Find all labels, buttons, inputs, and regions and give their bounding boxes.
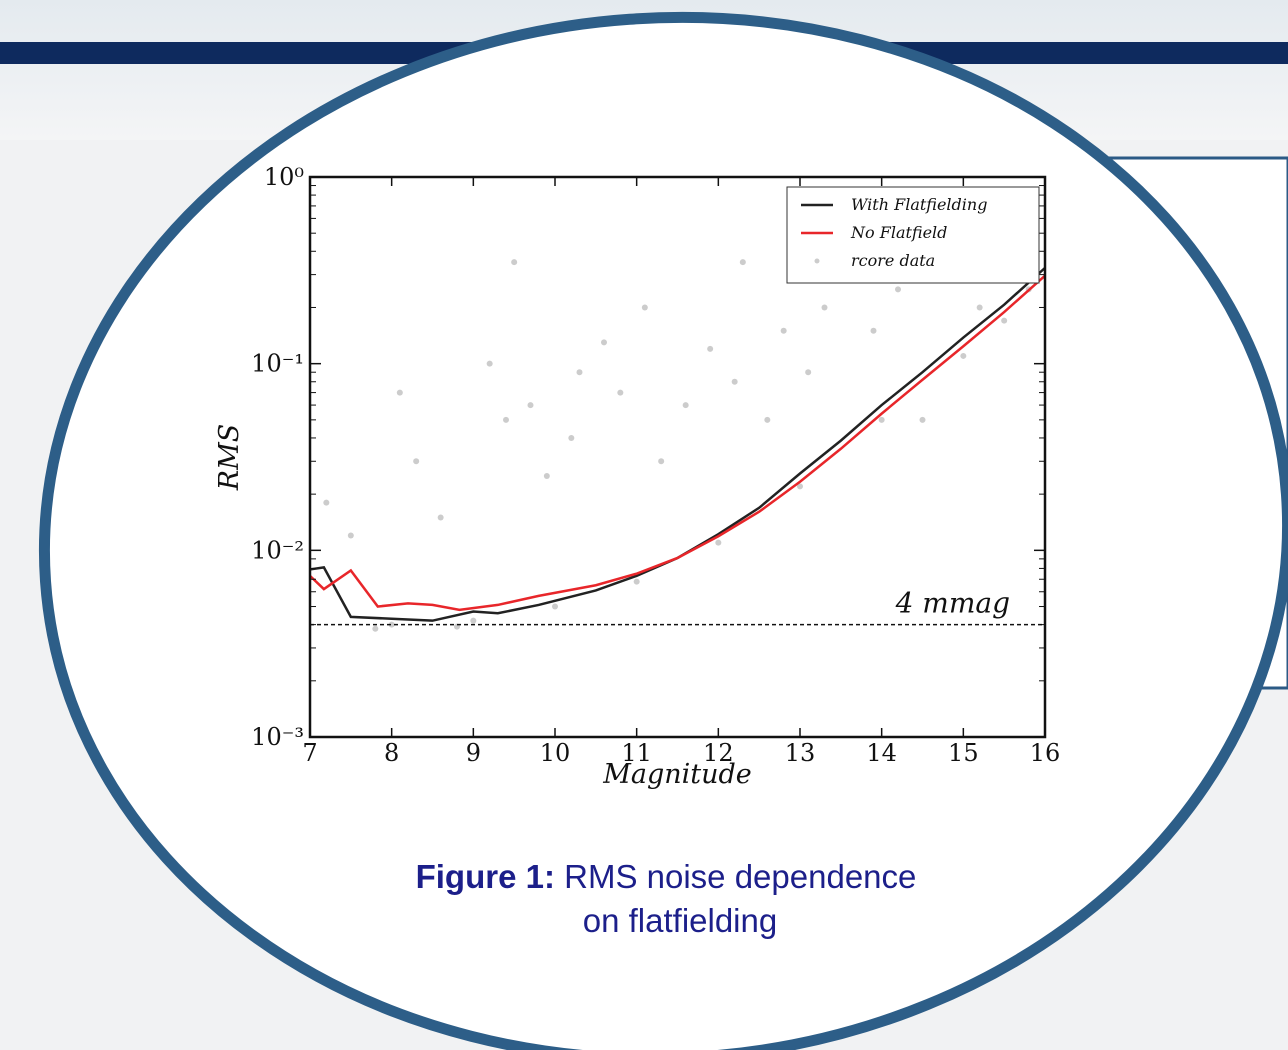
x-tick-label: 9	[466, 739, 481, 767]
scatter-point	[1001, 317, 1008, 324]
x-tick-label: 11	[621, 739, 652, 767]
scatter-point	[503, 416, 509, 423]
scatter-point	[413, 458, 420, 465]
scatter-point	[878, 416, 885, 423]
scatter-point	[511, 259, 518, 266]
scatter-point	[617, 389, 624, 396]
scatter-point	[895, 286, 901, 293]
x-tick-label: 13	[785, 739, 816, 767]
x-tick-label: 7	[302, 739, 317, 767]
x-tick-label: 12	[703, 739, 734, 767]
scatter-point	[682, 402, 689, 409]
x-tick-label: 10	[540, 739, 571, 767]
x-axis-label: Magnitude	[602, 759, 752, 790]
y-tick-label: 10⁻³	[251, 723, 304, 751]
scatter-point	[470, 617, 477, 624]
scatter-point	[323, 499, 330, 506]
scatter-point	[576, 369, 583, 376]
scatter-point	[739, 259, 746, 266]
scatter-point	[780, 327, 787, 334]
x-tick-label: 15	[948, 739, 979, 767]
caption: Figure 1: RMS noise dependence	[416, 858, 917, 895]
legend-marker	[814, 258, 820, 264]
x-tick-label: 8	[384, 739, 399, 767]
caption-label: Figure 1:	[416, 858, 555, 895]
caption-text-2: on flatfielding	[583, 902, 777, 939]
scatter-point	[658, 458, 665, 465]
scatter-point	[527, 402, 534, 409]
plot-frame	[308, 175, 1047, 739]
series-line	[309, 274, 1046, 612]
legend-box	[786, 186, 1040, 284]
scatter-point	[715, 539, 722, 546]
legend-label: rcore data	[851, 251, 935, 270]
scatter-point	[821, 304, 828, 311]
scatter-point	[919, 416, 926, 423]
legend-label: With Flatfielding	[851, 195, 987, 214]
y-tick-label: 10⁰	[264, 163, 304, 191]
scatter-point	[633, 578, 640, 585]
y-tick-label: 10⁻²	[251, 536, 304, 564]
plot: 4 mmag 7 8 9 10 11 12 13 14 15 16 10⁰ 10⁻¹ 10⁻² 10⁻³ Ma…	[214, 163, 1060, 790]
scatter-point	[388, 621, 395, 628]
scatter-point	[568, 434, 575, 441]
scatter-point	[731, 378, 738, 385]
scatter-point	[486, 360, 493, 367]
scatter-point	[870, 327, 877, 334]
scatter-point	[797, 483, 803, 490]
scatter-point	[372, 625, 379, 632]
scatter-point	[552, 603, 558, 610]
legend-label: No Flatfield	[850, 223, 947, 242]
scatter-point	[543, 473, 550, 480]
scatter-point	[347, 532, 354, 539]
scatter-point	[396, 389, 403, 396]
scatter-point	[437, 514, 444, 521]
x-tick-label: 16	[1030, 739, 1061, 767]
scatter-point	[805, 369, 812, 376]
scatter-point	[976, 304, 983, 311]
scatter-point	[764, 416, 771, 423]
scatter-point	[601, 339, 607, 346]
caption-text-1: RMS noise dependence	[564, 858, 916, 895]
x-tick-label: 14	[866, 739, 897, 767]
scatter-point	[960, 352, 967, 359]
scatter-point	[707, 345, 714, 352]
y-axis-label: RMS	[214, 424, 245, 491]
scatter-point	[641, 304, 648, 311]
y-tick-label: 10⁻¹	[251, 350, 304, 378]
reference-label: 4 mmag	[895, 587, 1010, 620]
